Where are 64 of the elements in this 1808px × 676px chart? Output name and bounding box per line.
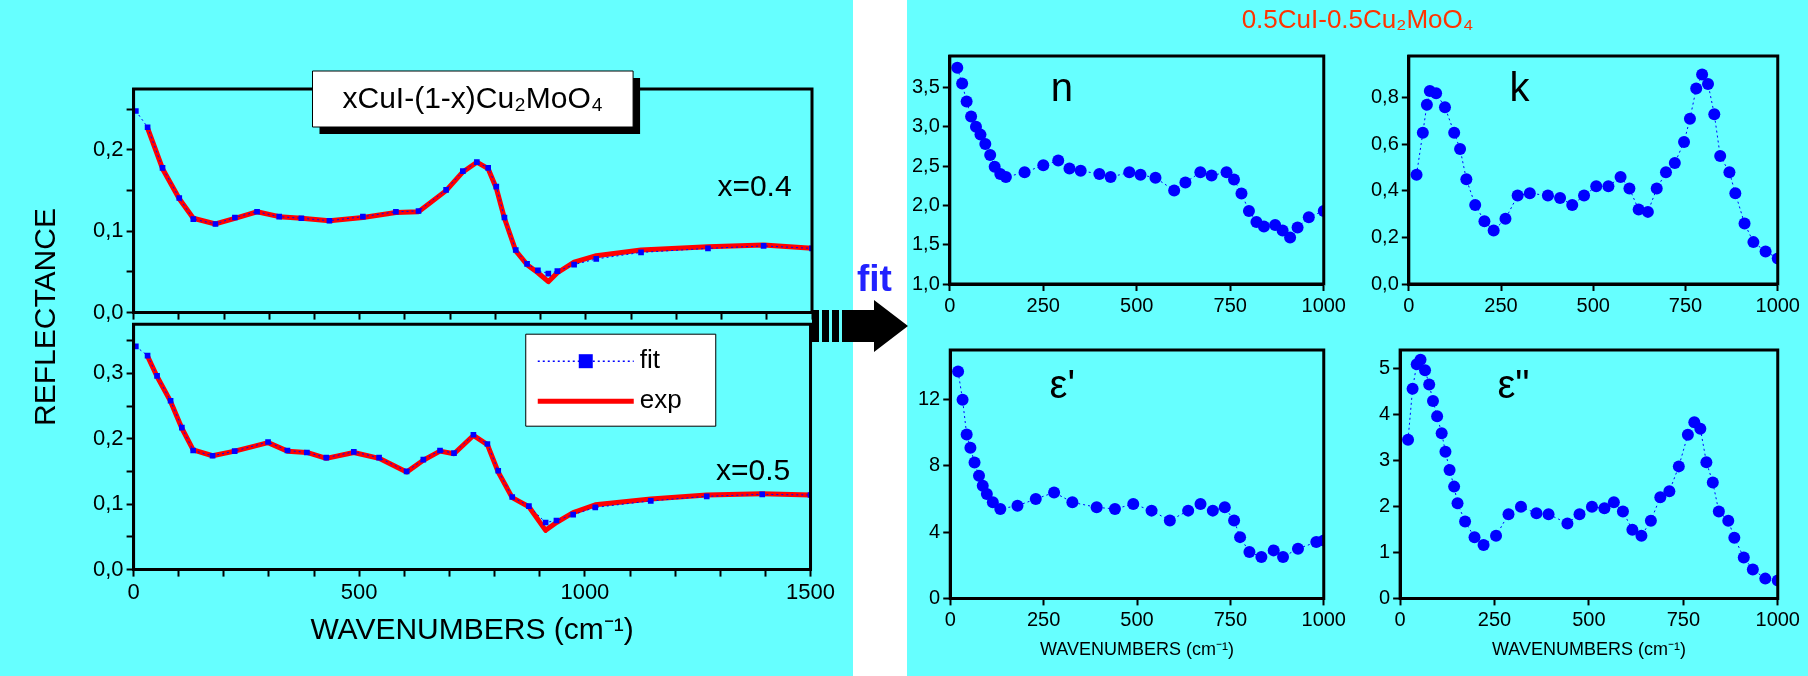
- x-tick-label: 0: [127, 578, 140, 604]
- y-tick-label: 8: [929, 453, 941, 476]
- text: fit: [857, 258, 892, 300]
- annotation: ε': [1049, 362, 1076, 407]
- y-tick-label: 0,1: [92, 217, 124, 243]
- x-tick-label: 500: [1120, 293, 1154, 316]
- annotation: ε": [1497, 362, 1530, 407]
- y-tick-label: 2: [1379, 493, 1391, 516]
- y-tick-label: 0,2: [92, 136, 124, 162]
- y-tick-label: 0,8: [1370, 85, 1399, 108]
- x-axis-title: WAVENUMBERS (cm⁻¹): [310, 612, 634, 646]
- x-tick-label: 500: [1120, 607, 1154, 630]
- y-tick-label: 1,0: [911, 271, 940, 294]
- x-tick-label: 250: [1484, 293, 1518, 316]
- annotation: k: [1509, 65, 1531, 110]
- x-tick-label: 750: [1213, 607, 1248, 630]
- y-tick-label: 0,0: [92, 298, 124, 324]
- y-tick-label: 0,0: [92, 555, 124, 581]
- x-tick-label: 500: [1572, 607, 1606, 630]
- x-tick-label: 750: [1213, 293, 1247, 316]
- annotation: x=0.4: [717, 168, 792, 202]
- y-tick-label: 3: [1379, 447, 1391, 470]
- y-tick-label: 12: [918, 387, 941, 410]
- y-tick-label: 1,5: [911, 232, 940, 255]
- x-tick-label: 0: [1403, 293, 1415, 316]
- y-tick-label: 3,5: [911, 74, 940, 97]
- x-tick-label: 1000: [1301, 293, 1346, 316]
- x-tick-label: 250: [1026, 607, 1061, 630]
- annotation: n: [1050, 65, 1074, 110]
- x-tick-label: 1000: [1301, 607, 1346, 630]
- y-tick-label: 0,0: [1370, 271, 1399, 294]
- x-axis-title: WAVENUMBERS (cm⁻¹): [1491, 639, 1686, 660]
- y-tick-label: 0,2: [92, 424, 124, 450]
- y-tick-label: 4: [1379, 401, 1391, 424]
- y-tick-label: 0,1: [92, 490, 124, 516]
- y-tick-label: 0,2: [1370, 224, 1399, 247]
- y-tick-label: 0,3: [92, 359, 124, 385]
- x-tick-label: 250: [1477, 607, 1512, 630]
- x-tick-label: 750: [1666, 607, 1701, 630]
- y-tick-label: 5: [1379, 355, 1391, 378]
- y-tick-label: 0,6: [1370, 131, 1399, 154]
- y-axis-title: REFLECTANCE: [28, 208, 62, 426]
- x-tick-label: 500: [1576, 293, 1610, 316]
- chart-title: xCuI-(1-x)Cu₂MoO₄: [342, 81, 604, 115]
- legend-label: fit: [639, 344, 661, 375]
- annotation: x=0.5: [715, 452, 791, 486]
- legend-label: exp: [639, 384, 682, 415]
- x-tick-label: 1000: [1755, 293, 1800, 316]
- y-tick-label: 0,4: [1370, 178, 1399, 201]
- chart-title: 0.5CuI-0.5Cu₂MoO₄: [1240, 4, 1475, 35]
- x-tick-label: 750: [1668, 293, 1703, 316]
- x-axis-title: WAVENUMBERS (cm⁻¹): [1040, 639, 1234, 660]
- x-tick-label: 500: [340, 578, 378, 604]
- y-tick-label: 4: [929, 519, 941, 542]
- y-tick-label: 1: [1379, 539, 1391, 562]
- x-tick-label: 250: [1026, 293, 1060, 316]
- y-tick-label: 2,5: [911, 153, 940, 176]
- x-tick-label: 1000: [1755, 607, 1800, 630]
- y-tick-label: 2,0: [911, 192, 940, 215]
- x-tick-label: 0: [944, 607, 956, 630]
- x-tick-label: 1000: [560, 578, 610, 604]
- x-tick-label: 0: [944, 293, 956, 316]
- y-tick-label: 3,0: [911, 114, 940, 137]
- x-tick-label: 1500: [786, 578, 836, 604]
